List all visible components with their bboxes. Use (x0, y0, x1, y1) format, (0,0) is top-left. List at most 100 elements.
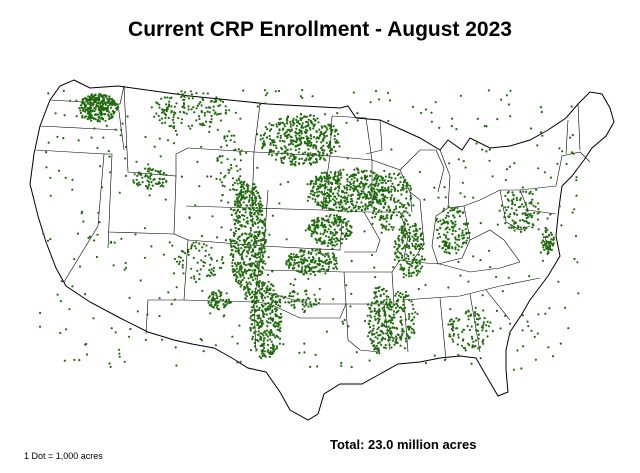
enrollment-dot (410, 196, 413, 200)
enrollment-dot (361, 209, 364, 212)
enrollment-dot (259, 134, 262, 137)
enrollment-dot (329, 232, 332, 235)
enrollment-dot (146, 179, 149, 182)
enrollment-dot (521, 203, 524, 206)
enrollment-dot (240, 270, 243, 273)
enrollment-dot (401, 212, 404, 215)
enrollment-dot (119, 134, 122, 137)
enrollment-dot (292, 117, 295, 120)
enrollment-dot (527, 216, 530, 219)
enrollment-dot (451, 323, 455, 326)
enrollment-dot (444, 244, 447, 248)
enrollment-dot (387, 334, 390, 337)
enrollment-dot (237, 279, 240, 282)
enrollment-dot (519, 226, 523, 229)
enrollment-dot (264, 238, 267, 242)
enrollment-dot (257, 230, 260, 234)
enrollment-dot (144, 167, 147, 170)
enrollment-dot (123, 268, 126, 271)
enrollment-dot (139, 279, 142, 282)
enrollment-dot (474, 344, 477, 348)
enrollment-dot (265, 287, 269, 290)
enrollment-dot (311, 249, 314, 252)
enrollment-dot (301, 299, 304, 302)
enrollment-dot (375, 178, 378, 181)
enrollment-dot (81, 101, 84, 104)
enrollment-dot (249, 204, 252, 207)
enrollment-dot (313, 220, 316, 223)
enrollment-dot (311, 256, 315, 259)
enrollment-dot (392, 313, 395, 316)
enrollment-dot (504, 314, 507, 317)
enrollment-dot (233, 234, 236, 237)
enrollment-dot (327, 268, 330, 271)
enrollment-dot (88, 97, 91, 100)
enrollment-dot (455, 128, 458, 131)
enrollment-dot (262, 251, 266, 254)
enrollment-dot (487, 249, 491, 252)
enrollment-dot (337, 194, 340, 197)
enrollment-dot (226, 158, 229, 161)
enrollment-dot (202, 260, 205, 263)
enrollment-dot (211, 299, 214, 302)
enrollment-dot (455, 317, 458, 320)
enrollment-dot (467, 280, 470, 283)
enrollment-dot (408, 214, 411, 217)
enrollment-dot (260, 203, 263, 206)
enrollment-dot (335, 237, 338, 240)
enrollment-dot (349, 183, 352, 186)
enrollment-dot (372, 178, 375, 182)
enrollment-dot (245, 196, 248, 199)
enrollment-dot (284, 146, 287, 149)
enrollment-dot (382, 215, 385, 218)
enrollment-dot (467, 310, 470, 313)
enrollment-dot (354, 210, 357, 213)
enrollment-dot (311, 197, 314, 200)
enrollment-dot (280, 295, 283, 298)
enrollment-dot (325, 130, 328, 133)
enrollment-dot (374, 90, 378, 93)
enrollment-dot (88, 99, 91, 102)
enrollment-dot (487, 325, 490, 328)
enrollment-dot (336, 112, 339, 115)
enrollment-dot (314, 249, 317, 252)
enrollment-dot (79, 109, 82, 112)
enrollment-dot (262, 299, 265, 302)
enrollment-dot (251, 335, 254, 338)
enrollment-dot (537, 167, 540, 170)
enrollment-dot (333, 238, 336, 241)
enrollment-dot (450, 124, 453, 128)
enrollment-dot (507, 276, 510, 279)
enrollment-dot (315, 253, 318, 256)
enrollment-dot (516, 349, 519, 352)
enrollment-dot (250, 239, 253, 242)
enrollment-dot (325, 141, 328, 144)
enrollment-dot (264, 229, 267, 232)
dot-scale-legend: 1 Dot = 1,000 acres (24, 451, 103, 461)
enrollment-dot (274, 144, 277, 147)
enrollment-dot (209, 263, 212, 266)
enrollment-dot (301, 266, 304, 269)
enrollment-dot (231, 249, 234, 252)
enrollment-dot (313, 266, 316, 269)
enrollment-dot (372, 183, 375, 186)
enrollment-dot (205, 244, 208, 247)
enrollment-dot (387, 186, 390, 189)
enrollment-dot (337, 171, 340, 174)
enrollment-dot (195, 107, 198, 110)
enrollment-dot (571, 151, 574, 154)
enrollment-dot (148, 183, 151, 186)
enrollment-dot (272, 139, 275, 142)
enrollment-dot (329, 260, 333, 263)
enrollment-dot (440, 223, 443, 226)
enrollment-dot (307, 252, 310, 255)
enrollment-dot (303, 257, 306, 260)
enrollment-dot (276, 328, 279, 331)
enrollment-dot (232, 231, 235, 234)
enrollment-dot (247, 291, 250, 294)
enrollment-dot (286, 136, 289, 139)
enrollment-dot (335, 214, 338, 217)
enrollment-dot (165, 103, 168, 106)
enrollment-dot (402, 229, 406, 232)
enrollment-dot (82, 97, 85, 101)
